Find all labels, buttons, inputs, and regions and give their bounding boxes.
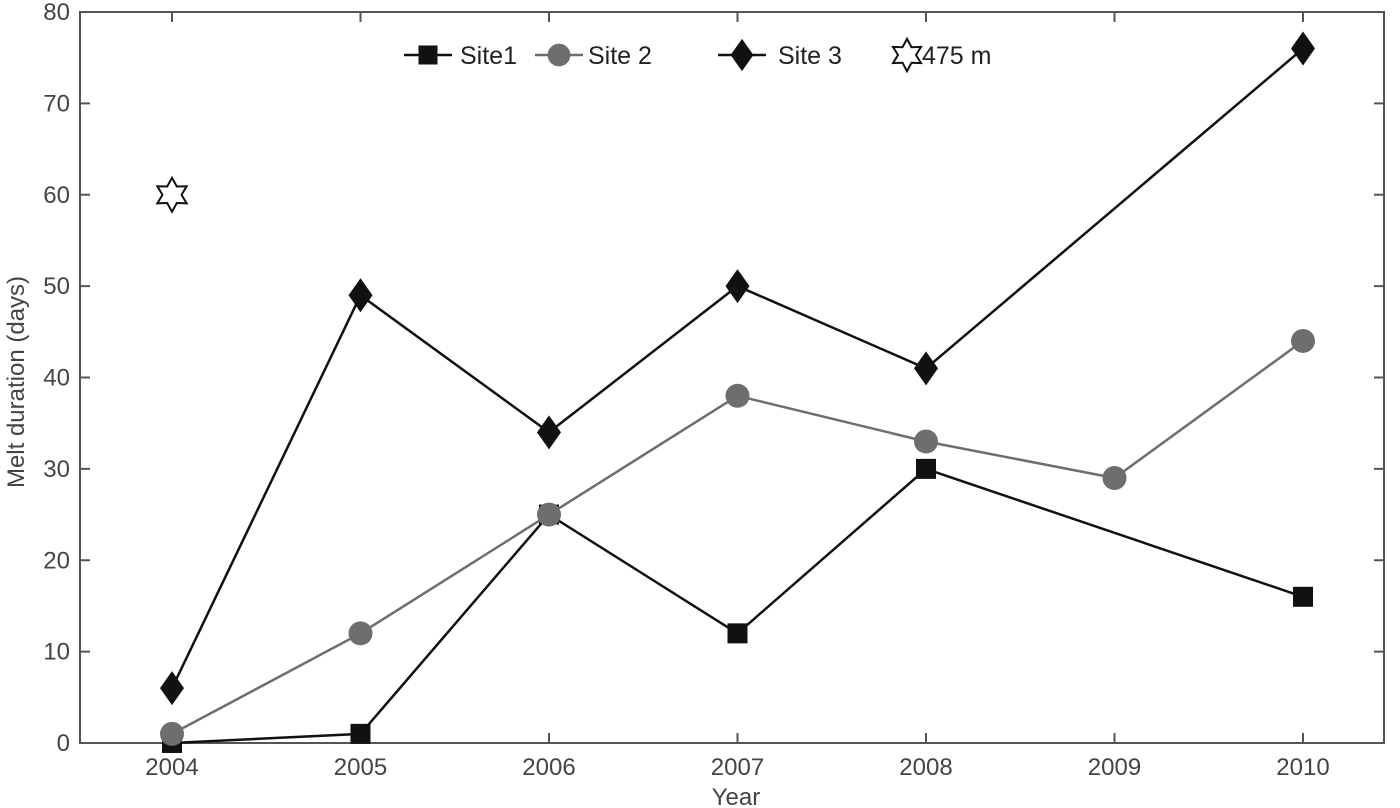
legend-entry-1: Site1	[404, 42, 517, 70]
series-3-point	[914, 351, 938, 386]
legend-marker	[891, 36, 923, 74]
legend: Site1 Site 2 Site 3 475 m	[404, 36, 991, 74]
series-2-point	[1102, 466, 1127, 491]
x-tick-label: 2009	[1088, 754, 1141, 781]
y-tick-label: 80	[43, 0, 70, 26]
series-3-line	[170, 47, 1304, 689]
x-tick-label: 2010	[1276, 754, 1329, 781]
series-2-point	[537, 502, 561, 527]
series-1-line	[171, 467, 1304, 745]
legend-entry-3: Site 3	[718, 38, 842, 72]
series-2-point	[160, 721, 184, 746]
x-tick-label: 2005	[334, 754, 387, 781]
x-axis: 2004 2005 2006 2007 2008 2009 2010	[145, 12, 1330, 781]
series-2-point	[1291, 328, 1315, 353]
series-1-point	[916, 458, 936, 479]
legend-marker	[547, 43, 571, 67]
y-tick-label: 70	[43, 90, 70, 117]
series-1-point	[1293, 586, 1313, 607]
legend-entry-4: 475 m	[891, 36, 991, 74]
x-axis-title: Year	[712, 784, 761, 808]
series-4-point	[155, 175, 189, 214]
series-2-point	[348, 621, 373, 646]
series-3-point	[1291, 31, 1315, 66]
x-tick-label: 2006	[522, 754, 575, 781]
series-1	[162, 458, 1313, 753]
legend-label: Site1	[460, 42, 517, 70]
series-3-point	[725, 269, 750, 304]
series-2	[160, 328, 1315, 746]
y-axis-title: Melt duration (days)	[3, 276, 30, 488]
legend-marker	[418, 45, 438, 65]
y-tick-label: 20	[43, 547, 70, 574]
series-2-point	[725, 383, 750, 408]
legend-marker	[730, 38, 754, 72]
series-layer	[155, 31, 1315, 753]
legend-label: Site 2	[588, 42, 652, 70]
series-2-point	[914, 429, 938, 454]
series-4	[155, 175, 189, 214]
series-3-point	[537, 415, 561, 450]
y-tick-label: 60	[43, 182, 70, 209]
y-tick-label: 30	[43, 456, 70, 483]
x-tick-label: 2007	[711, 754, 764, 781]
legend-entry-2: Site 2	[535, 42, 652, 70]
y-axis: 0 10 20 30 40 50 60 70 80	[43, 0, 1384, 757]
legend-label: Site 3	[778, 42, 842, 70]
y-tick-label: 40	[43, 365, 70, 392]
y-tick-label: 50	[43, 273, 70, 300]
series-3	[160, 31, 1315, 706]
series-3-point	[348, 278, 373, 313]
series-1-point	[727, 623, 748, 644]
legend-label: 475 m	[922, 42, 991, 70]
series-3-point	[160, 671, 184, 706]
x-tick-label: 2008	[899, 754, 952, 781]
x-tick-label: 2004	[145, 754, 198, 781]
series-1-point	[350, 723, 371, 744]
y-tick-label: 10	[43, 639, 70, 666]
y-tick-label: 0	[57, 730, 70, 757]
